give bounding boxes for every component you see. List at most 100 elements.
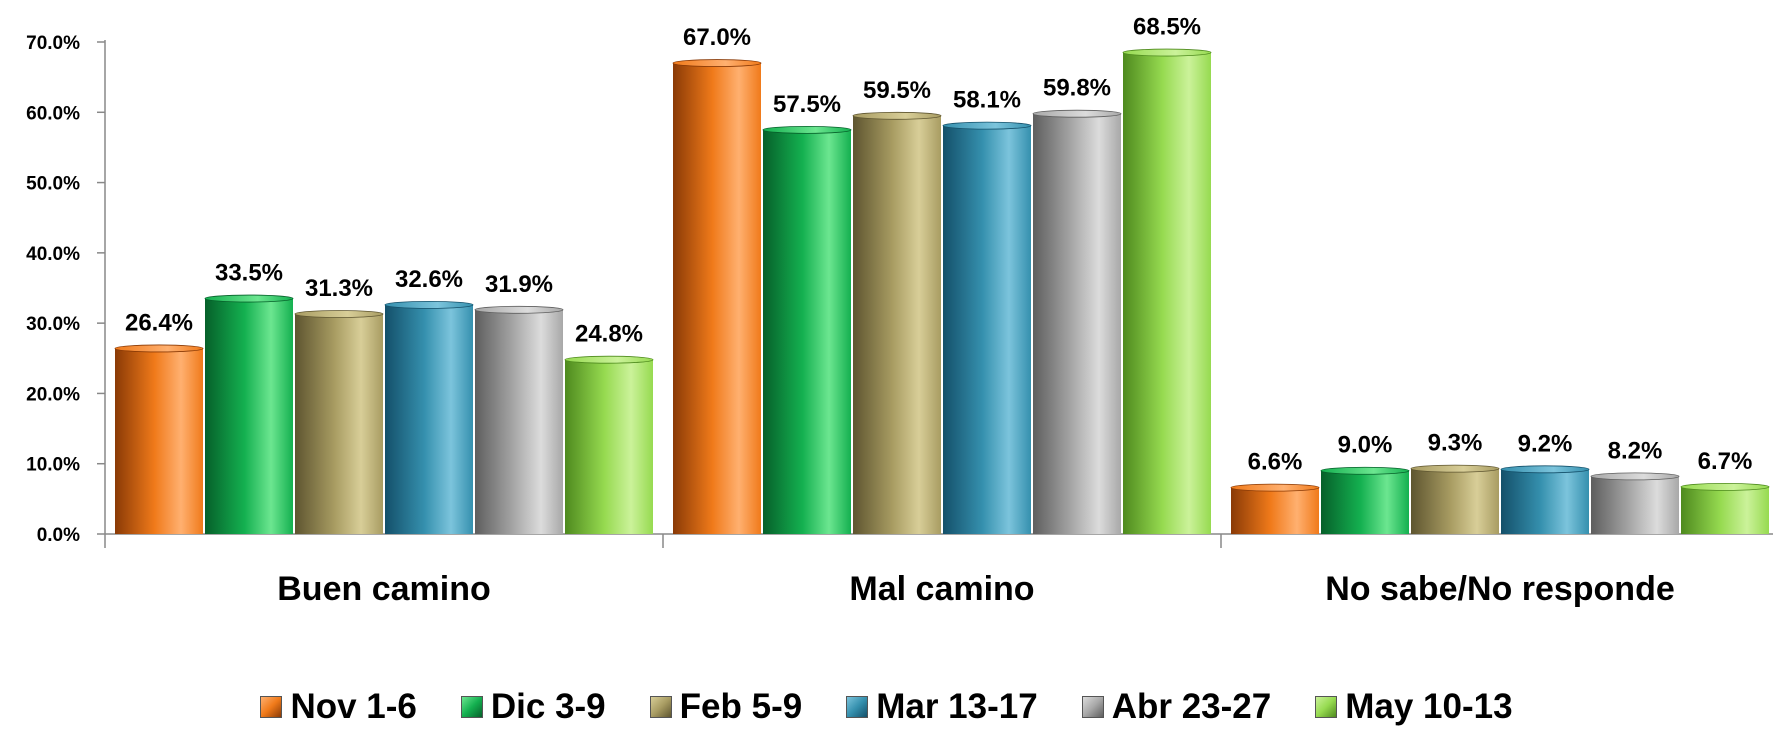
data-label: 57.5%	[773, 91, 841, 118]
bar	[762, 125, 852, 534]
bar-body	[1123, 52, 1211, 535]
bar-top	[1032, 109, 1122, 118]
data-label: 32.6%	[395, 266, 463, 293]
data-label: 59.8%	[1043, 75, 1111, 102]
bar	[1680, 483, 1770, 534]
bar-top	[474, 305, 564, 314]
bar-top	[1230, 483, 1320, 492]
bar-top	[942, 121, 1032, 130]
bar-top	[1410, 464, 1500, 473]
category-label: Buen camino	[277, 570, 490, 608]
legend-item: May 10-13	[1315, 687, 1513, 727]
bar	[1230, 483, 1320, 534]
bar	[1032, 109, 1122, 534]
bar-body	[1321, 470, 1409, 534]
bar	[942, 121, 1032, 534]
data-label: 9.2%	[1518, 430, 1573, 457]
bar-top	[114, 344, 204, 353]
legend-swatch	[460, 696, 483, 718]
legend-label: Nov 1-6	[290, 687, 417, 726]
legend-item: Nov 1-6	[260, 687, 417, 727]
bar-top	[204, 294, 294, 303]
bar	[852, 111, 942, 535]
legend-item: Feb 5-9	[649, 687, 803, 727]
legend-item: Abr 23-27	[1081, 687, 1271, 727]
bar-body	[763, 129, 851, 534]
bar-body	[1681, 486, 1769, 534]
bar	[672, 59, 762, 534]
y-tick-label: 10.0%	[26, 455, 80, 476]
bar-body	[853, 115, 941, 535]
bar-top	[294, 310, 384, 318]
y-tick-label: 60.0%	[26, 103, 80, 124]
bar-top	[1320, 466, 1410, 475]
bar	[1500, 465, 1590, 534]
data-label: 6.7%	[1698, 448, 1753, 475]
bar	[384, 300, 474, 534]
legend-label: Feb 5-9	[679, 687, 803, 726]
legend-item: Dic 3-9	[460, 687, 606, 727]
bar	[114, 344, 204, 534]
y-tick-label: 70.0%	[26, 33, 80, 54]
category-label: Mal camino	[849, 570, 1034, 608]
bar-body	[1231, 487, 1319, 534]
bar-top	[1122, 48, 1212, 57]
y-tick-label: 30.0%	[26, 314, 80, 335]
y-tick-label: 40.0%	[26, 244, 80, 265]
bar	[204, 294, 294, 534]
chart-legend: Nov 1-6 Dic 3-9 Feb 5-9 Mar 13-17 Abr 23-27 M…	[0, 683, 1773, 731]
bar-top	[1680, 483, 1770, 491]
legend-label: May 10-13	[1345, 687, 1513, 726]
bar	[1410, 464, 1500, 534]
bar	[294, 310, 384, 534]
data-label: 31.9%	[485, 271, 553, 298]
legend-swatch	[846, 696, 869, 718]
data-label: 24.8%	[575, 321, 643, 348]
bar-top	[1590, 472, 1680, 481]
bar-body	[295, 314, 383, 534]
legend-swatch	[260, 696, 283, 718]
data-label: 33.5%	[215, 260, 283, 287]
data-label: 58.1%	[953, 87, 1021, 114]
legend-swatch	[1081, 696, 1104, 718]
legend-swatch	[649, 696, 672, 718]
bar-body	[205, 298, 293, 534]
bar-body	[1591, 476, 1679, 534]
bar-top	[1500, 465, 1590, 474]
bar-top	[762, 125, 852, 134]
data-label: 9.3%	[1428, 430, 1483, 457]
bar-body	[115, 348, 203, 534]
bar-top	[564, 355, 654, 364]
bar-body	[475, 309, 563, 534]
bar-body	[385, 304, 473, 534]
y-axis: 0.0% 10.0% 20.0% 30.0% 40.0% 50.0% 60.0% 70.0%	[26, 33, 106, 546]
data-label: 9.0%	[1338, 432, 1393, 459]
legend-swatch	[1315, 696, 1338, 718]
y-tick-label: 0.0%	[37, 525, 80, 546]
x-axis: Buen camino Mal camino No sabe/No responde	[104, 533, 1773, 608]
bar-top	[852, 111, 942, 120]
data-label: 6.6%	[1248, 449, 1303, 476]
bar-top	[672, 59, 762, 67]
bar-body	[1411, 468, 1499, 534]
legend-item: Mar 13-17	[846, 687, 1038, 727]
bar-body	[1501, 469, 1589, 534]
bar	[1320, 466, 1410, 534]
data-labels: 26.4% 33.5% 31.3% 32.6% 31.9% 24.8% 67.0% 57.5%…	[125, 14, 1752, 476]
legend-label: Mar 13-17	[876, 687, 1038, 726]
data-label: 59.5%	[863, 77, 931, 104]
bar-top	[384, 300, 474, 309]
bar-group	[114, 48, 1770, 535]
data-label: 31.3%	[305, 275, 373, 302]
category-label: No sabe/No responde	[1325, 570, 1675, 608]
legend-label: Dic 3-9	[490, 687, 606, 726]
data-label: 8.2%	[1608, 437, 1663, 464]
bar	[564, 355, 654, 534]
bar	[474, 305, 564, 534]
data-label: 67.0%	[683, 24, 751, 51]
bar-body	[943, 125, 1031, 534]
y-tick-label: 50.0%	[26, 174, 80, 195]
data-label: 68.5%	[1133, 14, 1201, 41]
y-tick-label: 20.0%	[26, 384, 80, 405]
data-label: 26.4%	[125, 309, 193, 336]
